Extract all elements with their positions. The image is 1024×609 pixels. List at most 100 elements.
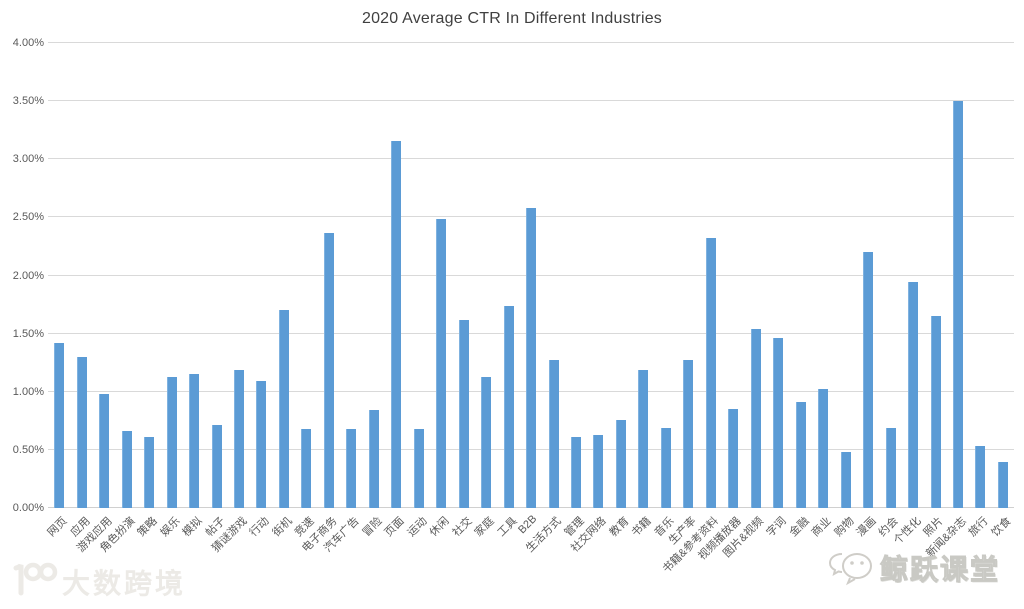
bar-cell <box>812 43 834 508</box>
watermark-right-label: 鲸跃课堂 <box>879 554 1001 586</box>
x-axis-category-label: 金融 <box>787 515 812 540</box>
x-axis-category-label: 网页 <box>45 515 70 540</box>
bar-竞速 <box>301 428 312 508</box>
y-axis-tick-label: 2.00% <box>12 269 44 282</box>
bar-cell <box>183 43 205 508</box>
bar-cell <box>430 43 452 508</box>
bar-cell <box>228 43 250 508</box>
bar-字词 <box>773 338 784 508</box>
x-axis-category-label: 休闲 <box>427 515 452 540</box>
bar-图片&视频 <box>750 328 761 508</box>
bar-cell <box>700 43 722 508</box>
x-axis-category-label: 行动 <box>247 515 273 540</box>
bar-cell <box>542 43 564 508</box>
y-axis-tick-label: 3.00% <box>12 153 44 166</box>
bar-社交 <box>458 319 469 508</box>
x-axis-category-label: 运动 <box>405 515 430 540</box>
bar-教育 <box>615 419 626 508</box>
bar-cell <box>497 43 519 508</box>
bar-家庭 <box>481 376 492 508</box>
bar-cell <box>48 43 70 508</box>
bar-cell <box>295 43 317 508</box>
wechat-icon <box>828 548 874 593</box>
bar-cell <box>205 43 227 508</box>
bar-旅行 <box>975 446 986 508</box>
x-axis-category-label: 字词 <box>764 515 789 540</box>
bar-cell <box>115 43 137 508</box>
bar-cell <box>857 43 879 508</box>
bar-漫画 <box>863 252 874 508</box>
watermark-left-label: 大数跨境 <box>62 567 187 599</box>
x-axis-category-label: 娱乐 <box>158 515 183 540</box>
bar-B2B <box>526 208 537 508</box>
bar-个性化 <box>908 282 919 508</box>
bar-cell <box>340 43 362 508</box>
bar-cell <box>789 43 811 508</box>
y-axis-tick-label: 3.50% <box>12 95 44 108</box>
x-axis-category-label: 家庭 <box>472 515 497 540</box>
x-axis-category-label: 图片&视频 <box>721 515 767 560</box>
x-axis-category-label: 汽车广告 <box>322 515 362 555</box>
bar-cell <box>565 43 587 508</box>
x-axis-category-label: 页面 <box>382 515 407 540</box>
y-axis-tick-label: 0.50% <box>12 443 44 456</box>
bar-cell <box>610 43 632 508</box>
bar-cell <box>924 43 946 508</box>
bar-视频播放器 <box>728 409 739 508</box>
bar-cell <box>947 43 969 508</box>
bar-cell <box>318 43 340 508</box>
bar-cell <box>655 43 677 508</box>
bar-猜谜游戏 <box>233 369 244 508</box>
bar-约会 <box>885 427 896 508</box>
x-axis-category-label: 策略 <box>135 515 160 540</box>
x-axis-category-label: 生活方式 <box>524 515 565 555</box>
bar-cell <box>992 43 1014 508</box>
bar-汽车广告 <box>346 428 357 508</box>
bar-商业 <box>818 389 829 508</box>
bar-工具 <box>503 305 514 508</box>
x-axis-category-label: 模拟 <box>180 515 205 540</box>
bar-冒险 <box>368 410 379 508</box>
bar-cell <box>520 43 542 508</box>
bar-运动 <box>413 428 424 508</box>
bar-生产率 <box>683 360 694 508</box>
bar-cell <box>70 43 92 508</box>
bar-cell <box>385 43 407 508</box>
bar-游戏应用 <box>99 394 110 508</box>
bar-策略 <box>144 437 155 508</box>
bar-cell <box>722 43 744 508</box>
bar-新闻&杂志 <box>952 101 963 508</box>
bar-页面 <box>391 140 402 508</box>
bar-照片 <box>930 316 941 508</box>
bar-cell <box>834 43 856 508</box>
x-axis-category-label: 冒险 <box>360 515 385 540</box>
x-axis-category-label: 街机 <box>270 515 295 540</box>
bar-角色扮演 <box>121 431 132 508</box>
x-axis-category-label: 教育 <box>607 515 632 540</box>
x-axis-category-label: 角色扮演 <box>97 515 138 555</box>
y-axis-tick-label: 4.00% <box>12 37 44 49</box>
bar-金融 <box>795 402 806 508</box>
bar-行动 <box>256 381 267 508</box>
bar-网页 <box>54 342 65 508</box>
gridline <box>48 100 1014 102</box>
bar-休闲 <box>436 218 447 508</box>
bar-cell <box>363 43 385 508</box>
bar-cell <box>632 43 654 508</box>
x-axis-category-label: 商业 <box>809 515 834 540</box>
x-axis-category-label: 旅行 <box>966 515 991 540</box>
y-axis-tick-label: 1.00% <box>12 385 44 398</box>
x-axis-category-label: 饮食 <box>989 515 1014 540</box>
y-axis-tick-label: 0.00% <box>12 502 44 514</box>
x-axis-category-label: 漫画 <box>854 515 879 540</box>
x-axis-category-label: 购物 <box>832 515 857 540</box>
bar-饮食 <box>997 461 1008 508</box>
bar-cell <box>969 43 991 508</box>
bar-书籍 <box>638 369 649 508</box>
100-logo-icon <box>8 560 58 603</box>
bar-应用 <box>76 356 87 508</box>
bar-cell <box>138 43 160 508</box>
bar-cell <box>879 43 901 508</box>
watermark-bottom-right: 鲸跃课堂 <box>828 548 1000 593</box>
